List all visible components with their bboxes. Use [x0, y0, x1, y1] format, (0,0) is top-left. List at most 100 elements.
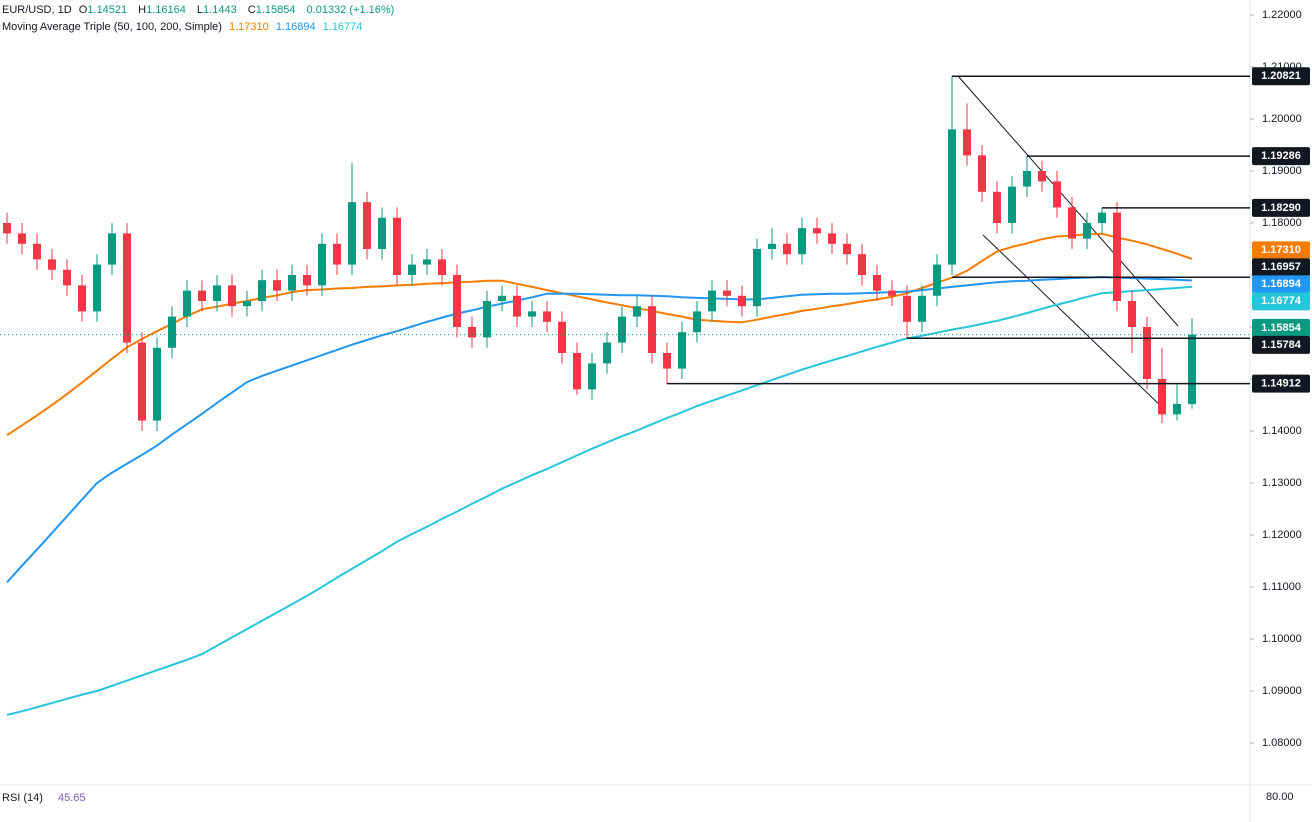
candle-body — [963, 129, 971, 156]
candle-body — [543, 311, 551, 322]
candle-body — [1023, 170, 1031, 187]
candle-body — [603, 342, 611, 364]
candle-body — [1008, 186, 1016, 223]
candle-body — [138, 342, 146, 421]
candle-body — [948, 129, 956, 265]
candle-body — [528, 311, 536, 317]
candle-body — [483, 300, 491, 338]
candle-body — [78, 285, 86, 312]
candle-body — [1128, 300, 1136, 327]
moving-average — [6, 232, 1193, 437]
candle-body — [678, 332, 686, 369]
candle-body — [828, 233, 836, 244]
prefix: H — [138, 4, 147, 16]
header-indicator: Moving Average Triple (50, 100, 200, Sim… — [2, 21, 366, 33]
candle-body — [1038, 170, 1046, 182]
high: H1.16164 — [138, 4, 190, 16]
header-ohlc: EUR/USD, 1D O1.14521 H1.16164 L1.1443 C1… — [2, 4, 398, 16]
price-tag — [1252, 258, 1310, 277]
candle-body — [933, 264, 941, 296]
price-tag-label: 1.18290 — [1261, 202, 1301, 214]
price-tag-label: 1.16894 — [1261, 278, 1302, 290]
candle-body — [918, 295, 926, 322]
moving-average — [6, 276, 1193, 583]
candle-body — [408, 264, 416, 275]
y-tick-label: 1.18000 — [1262, 217, 1302, 229]
y-tick-label: 1.22000 — [1262, 9, 1302, 21]
y-tick-label: 1.09000 — [1262, 685, 1302, 697]
price-tag — [1252, 275, 1310, 294]
y-tick-label: 1.14000 — [1262, 425, 1302, 437]
price-tag-label: 1.20821 — [1261, 70, 1301, 82]
candle-body — [453, 274, 461, 327]
y-tick-label: 1.13000 — [1262, 477, 1302, 489]
rsi-title: RSI (14) — [2, 792, 43, 804]
change: 0.01332 (+1.16%) — [306, 4, 395, 16]
price-tag — [1252, 292, 1310, 311]
price-tag — [1252, 335, 1310, 354]
y-tick-label: 1.08000 — [1262, 737, 1302, 749]
candle-body — [1158, 378, 1166, 415]
prefix: O — [78, 4, 88, 16]
candle-body — [123, 233, 131, 343]
candle-body — [513, 295, 521, 317]
indicator-name: Moving Average Triple (50, 100, 200, Sim… — [2, 21, 222, 33]
candle-body — [228, 285, 236, 307]
candle-body — [318, 243, 326, 286]
candle-body — [1143, 326, 1151, 379]
candle-body — [648, 306, 656, 353]
y-tick-label: 1.11000 — [1262, 581, 1301, 593]
candle-body — [903, 295, 911, 322]
candle-body — [213, 285, 221, 301]
open: O1.14521 — [79, 4, 131, 16]
candle-body — [768, 243, 776, 249]
candle-body — [633, 306, 641, 317]
candle-body — [783, 243, 791, 255]
candle-body — [93, 264, 101, 312]
price-tag — [1252, 147, 1310, 166]
candle-body — [663, 352, 671, 369]
candle-body — [168, 316, 176, 348]
candle-body — [273, 280, 281, 291]
price-tag — [1252, 374, 1310, 393]
candle-body — [888, 290, 896, 296]
low: L1.1443 — [197, 4, 241, 16]
candle-body — [993, 191, 1001, 223]
price-tag-label: 1.14912 — [1261, 377, 1301, 389]
candle-body — [693, 311, 701, 333]
y-tick-label: 1.12000 — [1262, 529, 1302, 541]
value: 1.16164 — [146, 4, 186, 16]
candle-body — [288, 274, 296, 291]
value: 1.14521 — [87, 4, 128, 16]
candle-body — [708, 290, 716, 312]
candle-body — [558, 321, 566, 353]
candle-body — [258, 280, 266, 301]
candle-body — [618, 316, 626, 343]
rsi-value: 45.65 — [58, 792, 86, 804]
candle-body — [798, 228, 806, 255]
price-tag-label: 1.17310 — [1261, 244, 1301, 256]
channel-line — [957, 75, 1179, 327]
candle-body — [378, 217, 386, 249]
candle-body — [348, 202, 356, 265]
candle-body — [723, 290, 731, 296]
close: C1.15854 — [248, 4, 300, 16]
candle-body — [393, 217, 401, 275]
moving-average — [6, 285, 1193, 716]
value: 1.15854 — [255, 4, 296, 16]
prefix: L — [196, 4, 204, 16]
ma-value: 1.16894 — [275, 21, 316, 33]
candle-body — [1188, 334, 1196, 404]
candle-body — [468, 326, 476, 338]
candle-body — [978, 155, 986, 192]
price-tag-label: 1.15854 — [1261, 322, 1302, 334]
ma-value: 1.17310 — [228, 21, 269, 33]
price-tag-label: 1.16774 — [1261, 295, 1302, 307]
candle-body — [498, 295, 506, 301]
price-tag — [1252, 198, 1310, 217]
candle-body — [333, 243, 341, 265]
candle-body — [813, 228, 821, 234]
value: 1.1443 — [203, 4, 237, 16]
candle-body — [33, 243, 41, 260]
